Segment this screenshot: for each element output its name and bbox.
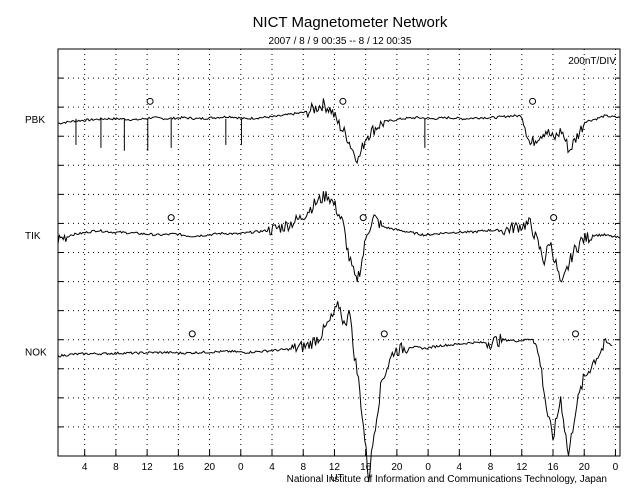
local-midnight-mark bbox=[550, 214, 558, 222]
grid-layer bbox=[58, 48, 620, 457]
x-tick-label: 0 bbox=[613, 462, 619, 473]
scale-label: 200nT/DIV bbox=[568, 56, 616, 67]
trace-tik bbox=[57, 191, 621, 283]
x-tick-label: 20 bbox=[204, 462, 216, 473]
local-midnight-mark bbox=[359, 214, 367, 222]
x-tick-label-layer: 4 8 12 16 20 0 4 8 12 16 20 0 4 8 12 16 20 0 bbox=[82, 462, 619, 473]
x-tick-label: 12 bbox=[142, 462, 154, 473]
x-tick-label: 16 bbox=[360, 462, 372, 473]
x-tick-label: 4 bbox=[82, 462, 88, 473]
trace-layer bbox=[57, 98, 621, 483]
x-axis-label: UT bbox=[330, 473, 343, 484]
local-midnight-mark bbox=[339, 97, 347, 105]
x-tick-label: 8 bbox=[300, 462, 306, 473]
local-midnight-mark bbox=[167, 214, 175, 222]
x-tick-label: 12 bbox=[329, 462, 341, 473]
station-label-layer: PBK TIK NOK bbox=[25, 115, 47, 359]
x-tick-label: 4 bbox=[457, 462, 463, 473]
local-midnight-mark bbox=[188, 330, 196, 338]
x-tick-label: 0 bbox=[238, 462, 244, 473]
x-tick-label: 0 bbox=[425, 462, 431, 473]
local-midnight-mark bbox=[572, 330, 580, 338]
station-label-pbk: PBK bbox=[25, 115, 45, 126]
tick-layer bbox=[58, 48, 620, 457]
local-midnight-mark bbox=[146, 97, 154, 105]
trace-pbk bbox=[57, 98, 621, 165]
x-tick-label: 4 bbox=[269, 462, 275, 473]
footer-credit: National Institute of Information and Co… bbox=[287, 474, 607, 485]
local-midnight-mark bbox=[380, 330, 388, 338]
x-tick-label: 12 bbox=[516, 462, 528, 473]
chart-title: NICT Magnetometer Network bbox=[253, 14, 448, 31]
x-tick-label: 20 bbox=[391, 462, 403, 473]
x-tick-label: 8 bbox=[113, 462, 119, 473]
station-label-nok: NOK bbox=[25, 347, 47, 358]
local-midnight-mark bbox=[529, 97, 537, 105]
chart-subtitle: 2007 / 8 / 9 00:35 -- 8 / 12 00:35 bbox=[269, 36, 412, 47]
x-tick-label: 16 bbox=[173, 462, 185, 473]
x-tick-label: 16 bbox=[547, 462, 559, 473]
x-tick-label: 20 bbox=[579, 462, 591, 473]
trace-nok bbox=[57, 301, 613, 483]
midnight-mark-layer bbox=[146, 97, 580, 338]
x-tick-label: 8 bbox=[488, 462, 494, 473]
station-label-tik: TIK bbox=[25, 231, 41, 242]
